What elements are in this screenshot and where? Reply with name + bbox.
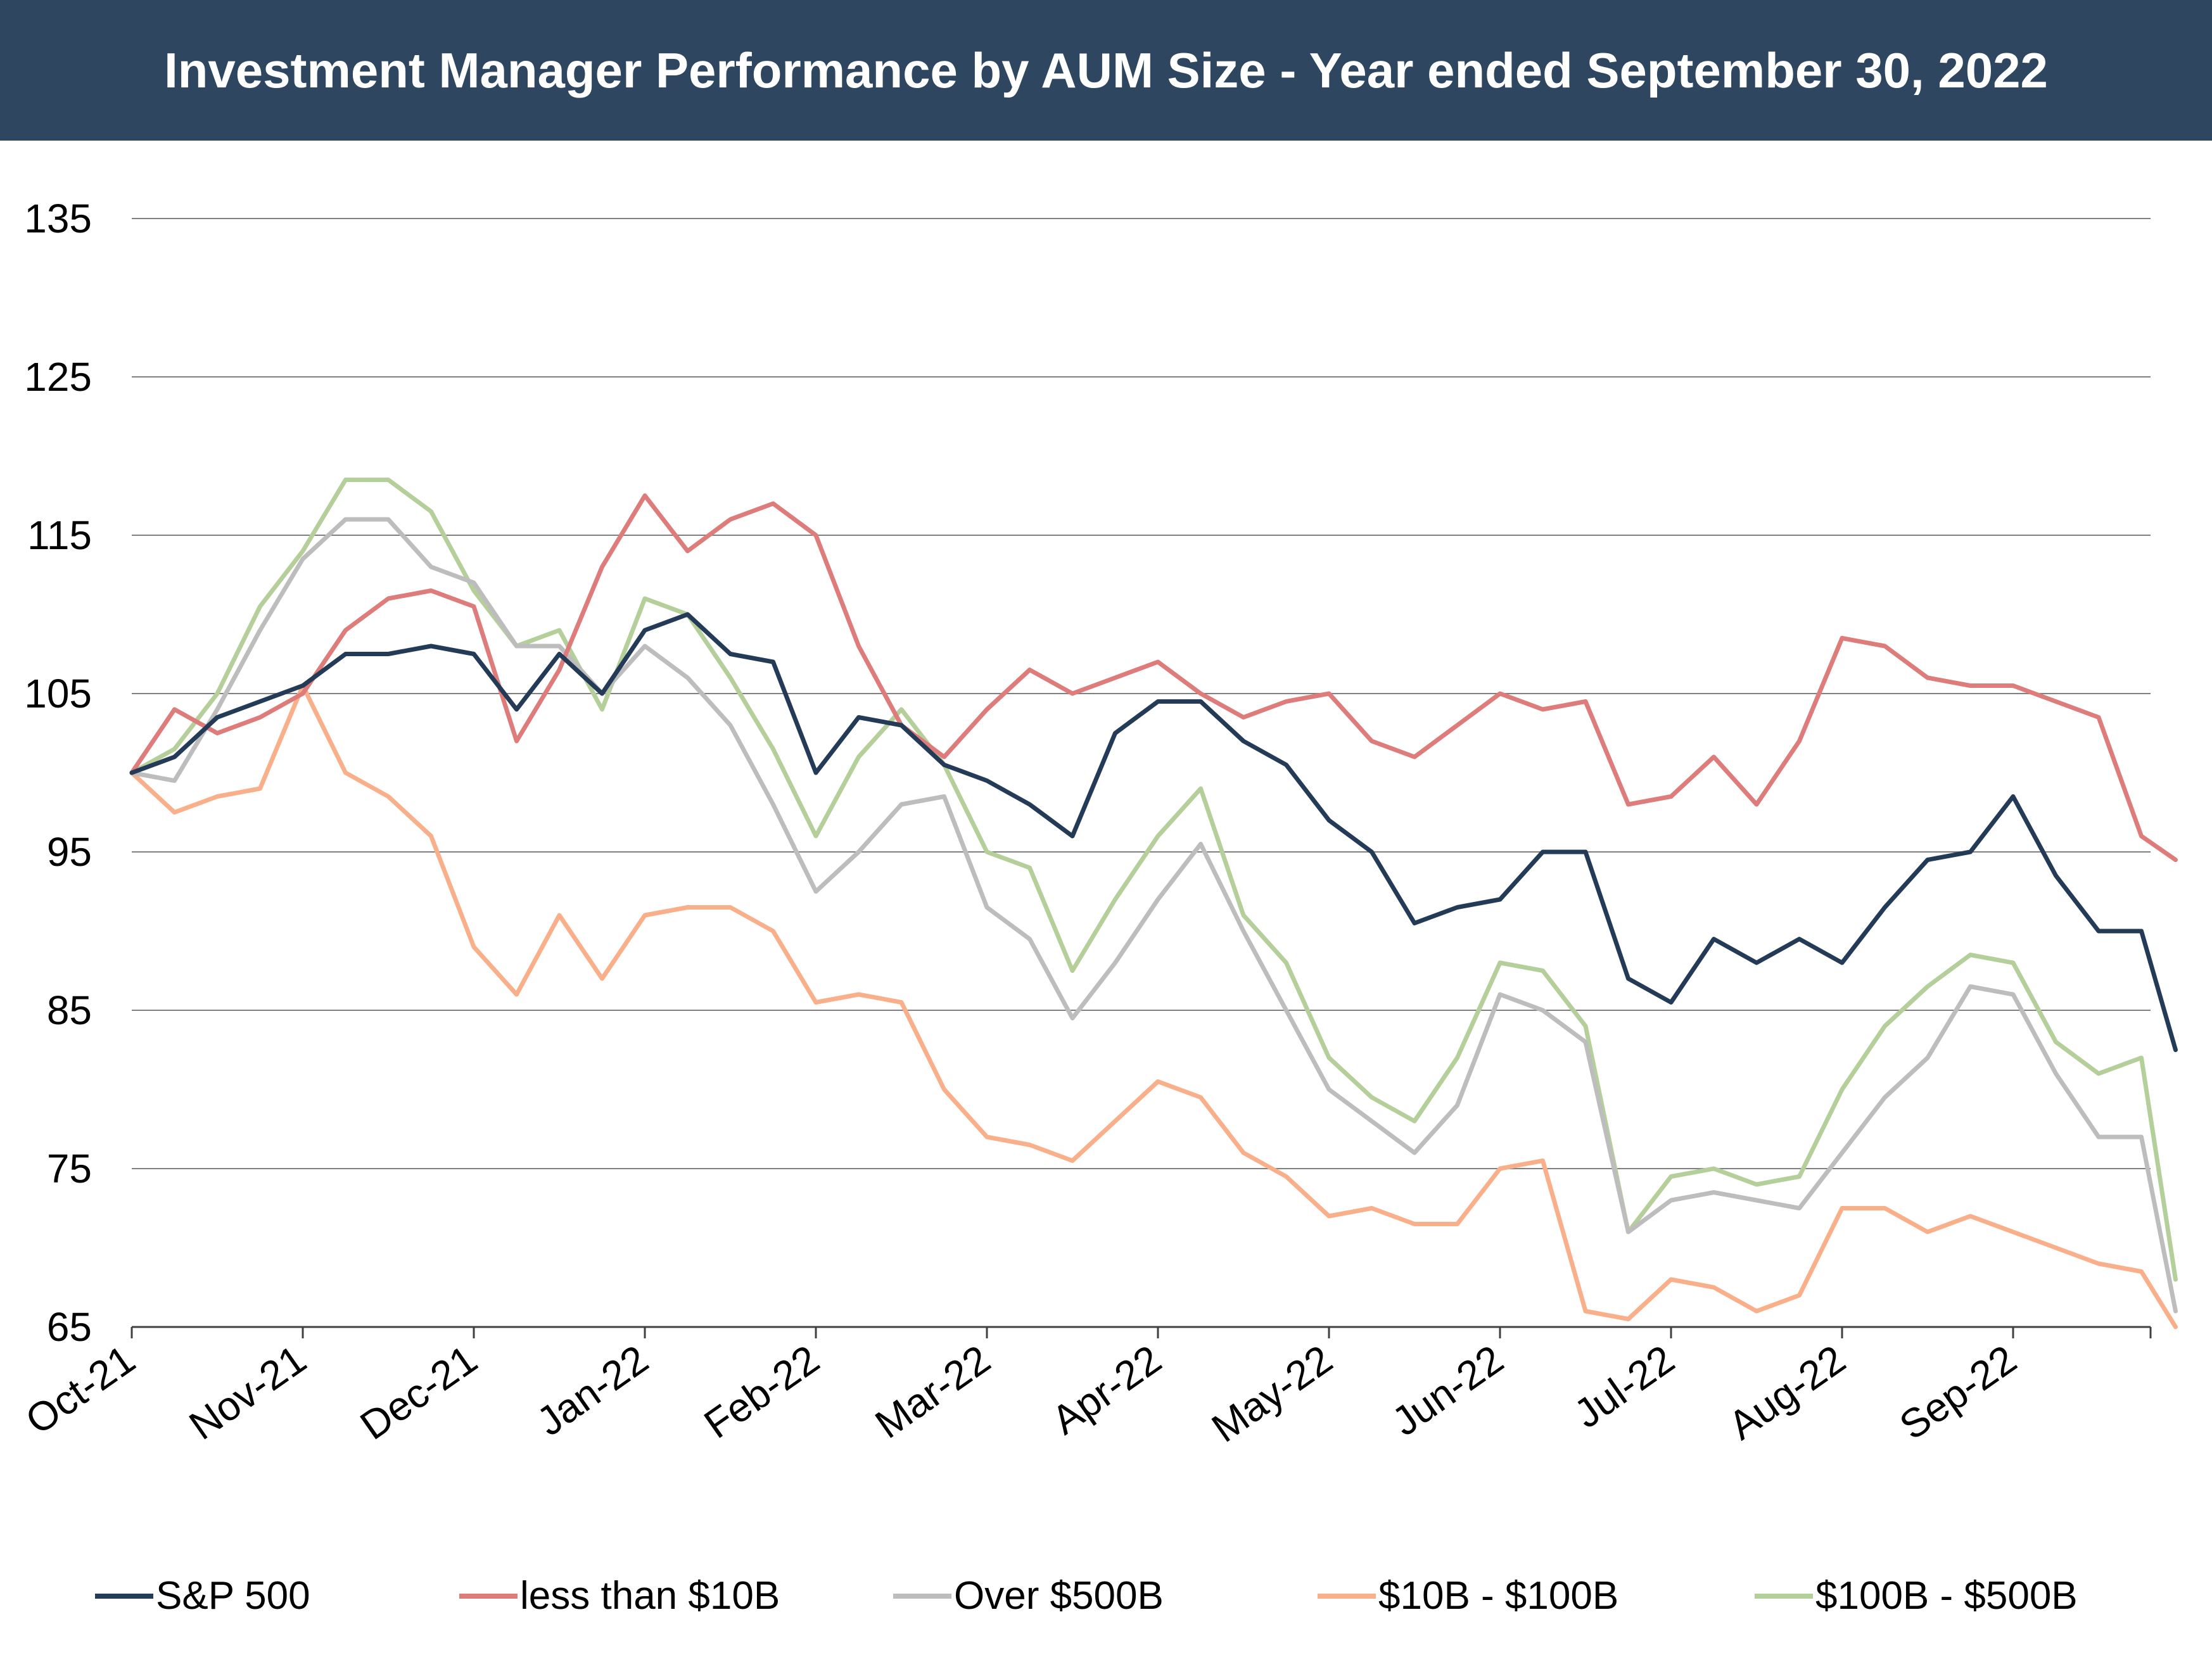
x-tick-label: Feb-22 — [696, 1336, 827, 1447]
y-tick-label: 105 — [24, 671, 92, 716]
chart-title-bar: Investment Manager Performance by AUM Si… — [0, 0, 2212, 141]
legend-label: $10B - $100B — [1378, 1574, 1618, 1618]
series-line-2 — [129, 493, 2178, 862]
y-tick-label: 75 — [47, 1146, 92, 1191]
series-line-5 — [129, 478, 2178, 1282]
series-line-1 — [129, 612, 2178, 1052]
x-tick-label: Apr-22 — [1043, 1336, 1169, 1443]
x-tick-label: Dec-21 — [352, 1336, 485, 1448]
y-tick-label: 135 — [24, 196, 92, 241]
x-tick-label: Nov-21 — [181, 1336, 314, 1448]
chart-title: Investment Manager Performance by AUM Si… — [164, 42, 2048, 98]
y-tick-label: 95 — [47, 829, 92, 875]
x-tick-label: Jun-22 — [1383, 1336, 1511, 1444]
x-tick-label: Sep-22 — [1891, 1336, 2024, 1448]
legend-label: less than $10B — [520, 1574, 780, 1618]
legend-label: Over $500B — [954, 1574, 1164, 1618]
x-tick-label: May-22 — [1204, 1336, 1340, 1450]
y-tick-label: 65 — [47, 1304, 92, 1350]
x-tick-label: Jan-22 — [528, 1336, 656, 1444]
y-tick-label: 85 — [47, 987, 92, 1033]
series-line-3 — [129, 517, 2178, 1314]
x-tick-label: Mar-22 — [867, 1336, 998, 1447]
y-tick-label: 125 — [24, 354, 92, 400]
legend-label: $100B - $500B — [1815, 1574, 2078, 1618]
x-tick-label: Oct-21 — [17, 1336, 143, 1443]
series-line-4 — [129, 683, 2178, 1329]
x-tick-label: Aug-22 — [1720, 1336, 1853, 1448]
legend-label: S&P 500 — [156, 1574, 310, 1618]
y-tick-label: 115 — [27, 512, 92, 558]
x-tick-label: Jul-22 — [1566, 1336, 1682, 1437]
